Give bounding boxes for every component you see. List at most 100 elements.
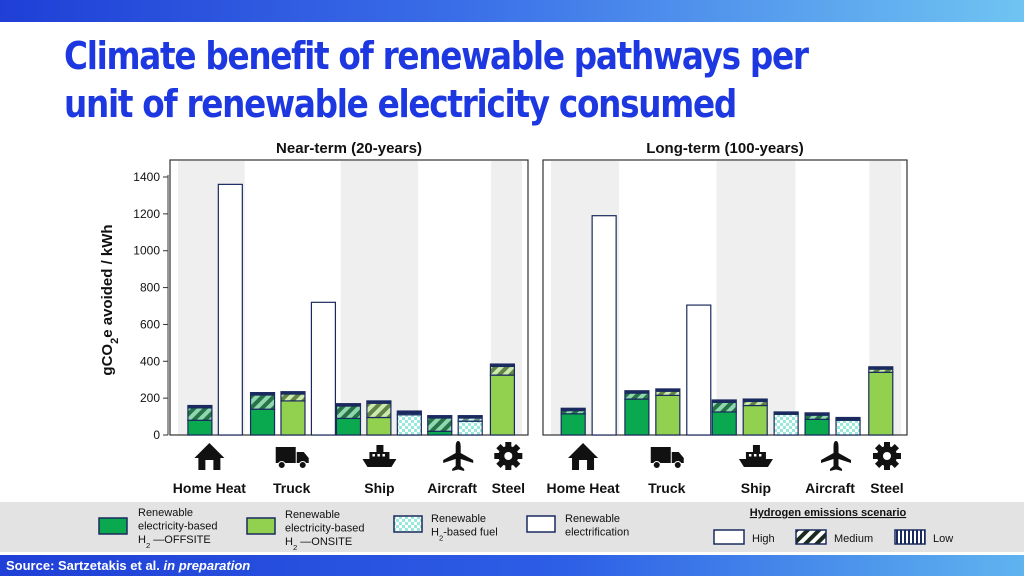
ship-icon [738, 445, 773, 467]
bar-segment-high [655, 388, 680, 392]
bar-segment-high [868, 366, 893, 370]
category-band [716, 161, 796, 435]
ship-hull [362, 459, 397, 467]
truck-wheel [673, 461, 682, 469]
category-label: Home Heat [173, 480, 246, 496]
bar-segment-low [655, 394, 681, 436]
truck-wheel [652, 461, 661, 469]
bar-segment-low [335, 417, 362, 436]
house-icon [568, 443, 599, 470]
bar-segment-low [489, 374, 516, 436]
bar-ship-h2fuel [773, 411, 799, 436]
airplane-icon [443, 441, 474, 471]
y-tick-label: 600 [140, 317, 160, 331]
bar-truck-electrification [310, 301, 337, 436]
ship-icon [362, 445, 397, 467]
y-tick-label: 1400 [133, 170, 160, 184]
bar-segment-low [396, 414, 422, 436]
bar-segment-high [187, 405, 212, 409]
bar-segment-high [836, 417, 861, 421]
bar-segment-low [591, 215, 617, 436]
ship-window [753, 454, 757, 457]
truck-cab [671, 452, 684, 463]
bar-segment-high [805, 412, 830, 416]
bar-ship-offsite [711, 399, 737, 436]
gear-tooth [505, 463, 512, 470]
bar-segment-high [490, 364, 515, 368]
bar-segment-high [366, 400, 391, 404]
ship-window [382, 454, 385, 457]
scenario-swatch [894, 529, 926, 545]
bar-segment-medium-hatch [743, 399, 768, 406]
ship-window [372, 454, 375, 457]
bar-segment-low [868, 371, 894, 436]
category-label: Truck [273, 480, 311, 496]
source-prefix: Source: Sartzetakis et al. [6, 558, 160, 573]
bar-segment-low [711, 411, 737, 436]
legend-swatch [526, 515, 556, 533]
bar-segment-medium-hatch [250, 392, 275, 410]
house-icon [194, 443, 225, 470]
y-tick-label: 800 [140, 281, 160, 295]
legend-label: H2 —OFFSITE [138, 534, 211, 550]
truck-wheel [298, 461, 307, 469]
bar-segment-low [804, 418, 830, 436]
bar-truck-onsite [280, 391, 306, 436]
bar-segment-medium-hatch [805, 412, 830, 420]
bar-aircraft-offsite [427, 415, 453, 436]
legend-item-electrification: Renewable electrification [526, 513, 629, 539]
truck-wheel [277, 461, 286, 469]
bar-segment-low [310, 301, 337, 436]
category-label: Truck [648, 480, 686, 496]
bar-segment-high [712, 399, 737, 403]
bar-segment-high [427, 415, 452, 419]
bar-segment-low [366, 416, 392, 436]
y-tick-label: 1200 [133, 207, 160, 221]
scenario-legend-title: Hydrogen emissions scenario [750, 507, 907, 519]
legend-label: H2-based fuel [431, 527, 498, 543]
bar-segment-medium-hatch [427, 415, 452, 432]
bar-segment-high [250, 392, 275, 396]
legend-label: electrification [565, 527, 629, 539]
bar-home-heat-electrification [591, 215, 617, 436]
truck-cab [296, 452, 309, 463]
legend-label: Renewable [431, 513, 486, 525]
category-label: Home Heat [546, 480, 619, 496]
gear-tooth [505, 442, 512, 449]
truck-icon [650, 447, 684, 469]
legend-label: Renewable [565, 513, 620, 525]
bar-aircraft-offsite [804, 412, 830, 436]
bar-ship-offsite [335, 403, 362, 436]
airplane-shape [443, 441, 474, 471]
bar-truck-electrification [686, 304, 712, 436]
bar-aircraft-h2fuel [457, 415, 483, 436]
y-tick-label: 1000 [133, 244, 160, 258]
scenario-item-low: Low [894, 529, 953, 545]
y-tick-label: 200 [140, 391, 160, 405]
bar-segment-high [280, 391, 305, 395]
ship-hull [738, 459, 773, 467]
bar-segment-high [743, 399, 768, 403]
scenario-label: Medium [834, 533, 873, 545]
legend-swatch [393, 515, 423, 533]
category-label: Steel [870, 480, 903, 496]
panel-title: Long-term (100-years) [646, 140, 804, 157]
bar-steel-onsite [489, 363, 516, 436]
legend-label: electricity-based [285, 523, 364, 535]
legend-label: Renewable [285, 509, 340, 521]
category-label: Ship [741, 480, 771, 496]
ship-window [377, 454, 380, 457]
bar-segment-high [561, 408, 586, 412]
bar-segment-low [217, 183, 243, 436]
top-accent-bar [0, 0, 1024, 22]
source-italic: in preparation [163, 558, 251, 573]
bar-ship-onsite [366, 400, 392, 436]
scenario-label: Low [933, 533, 953, 545]
scenario-item-medium: Medium [795, 529, 873, 545]
bar-segment-medium-hatch [336, 403, 361, 419]
truck-icon [275, 447, 309, 469]
bar-steel-onsite [868, 366, 894, 436]
gear-icon [494, 442, 523, 470]
